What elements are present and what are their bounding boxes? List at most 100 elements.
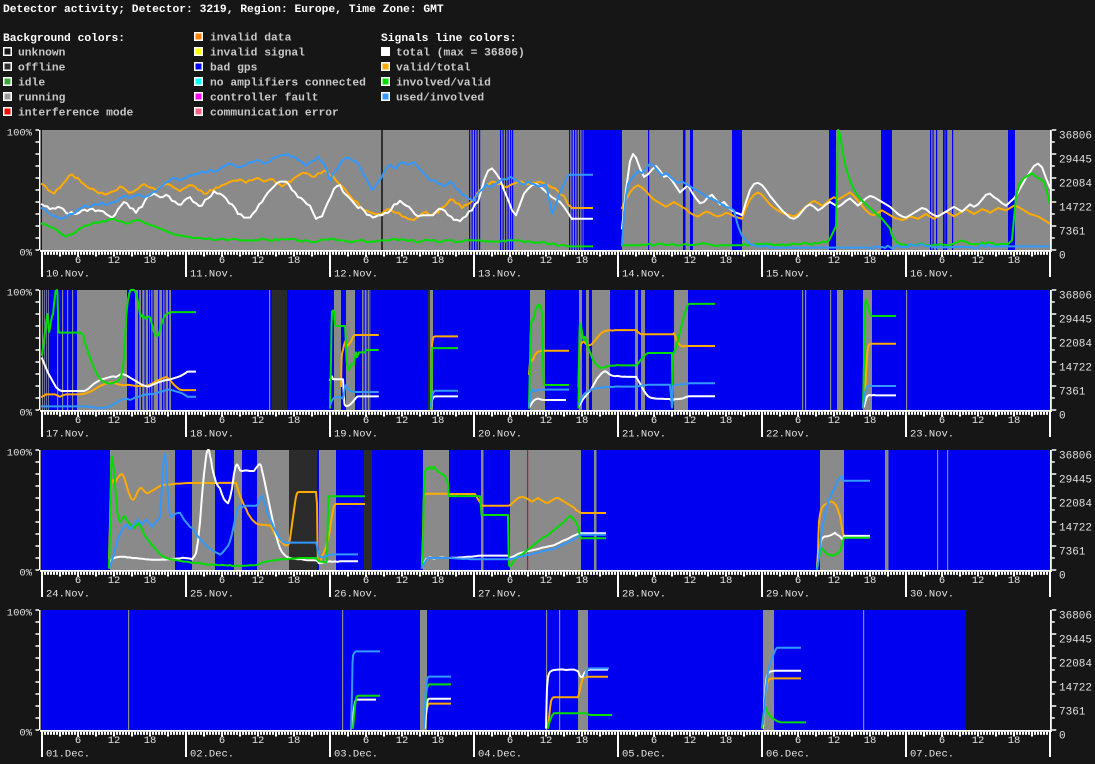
svg-text:10.Nov.: 10.Nov.	[46, 269, 90, 281]
svg-text:bad gps: bad gps	[210, 63, 258, 75]
svg-text:0%: 0%	[19, 728, 32, 740]
svg-text:12.Nov.: 12.Nov.	[334, 269, 378, 281]
svg-text:Background colors:: Background colors:	[3, 33, 125, 45]
svg-text:18: 18	[720, 575, 733, 587]
svg-text:12: 12	[828, 735, 841, 747]
svg-text:13.Nov.: 13.Nov.	[478, 269, 522, 281]
svg-text:Signals line colors:: Signals line colors:	[381, 33, 517, 45]
svg-text:18: 18	[1008, 255, 1021, 267]
svg-text:7361: 7361	[1059, 387, 1086, 399]
svg-text:18: 18	[1008, 735, 1021, 747]
svg-text:12: 12	[540, 735, 553, 747]
svg-text:6: 6	[795, 415, 801, 427]
svg-text:7361: 7361	[1059, 227, 1086, 239]
svg-text:involved/valid: involved/valid	[396, 78, 491, 90]
svg-text:12: 12	[396, 575, 409, 587]
svg-text:6: 6	[795, 735, 801, 747]
svg-text:Detector activity; Detector: 3: Detector activity; Detector: 3219, Regio…	[3, 4, 444, 16]
svg-text:12: 12	[252, 575, 265, 587]
svg-text:18: 18	[432, 255, 445, 267]
svg-text:14722: 14722	[1059, 363, 1092, 375]
svg-text:100%: 100%	[7, 288, 33, 300]
svg-text:used/involved: used/involved	[396, 93, 484, 105]
svg-text:no amplifiers connected: no amplifiers connected	[210, 78, 366, 90]
svg-text:07.Dec.: 07.Dec.	[910, 749, 954, 761]
svg-text:7361: 7361	[1059, 547, 1086, 559]
svg-text:invalid data: invalid data	[210, 33, 292, 45]
svg-text:16.Nov.: 16.Nov.	[910, 269, 954, 281]
svg-text:6: 6	[75, 735, 81, 747]
svg-text:29445: 29445	[1059, 475, 1092, 487]
svg-text:12: 12	[684, 255, 697, 267]
svg-text:19.Nov.: 19.Nov.	[334, 429, 378, 441]
svg-text:22084: 22084	[1059, 339, 1092, 351]
svg-text:18: 18	[144, 735, 157, 747]
svg-text:6: 6	[363, 575, 369, 587]
svg-text:12: 12	[396, 735, 409, 747]
svg-text:14722: 14722	[1059, 683, 1092, 695]
svg-text:05.Dec.: 05.Dec.	[622, 749, 666, 761]
svg-text:18.Nov.: 18.Nov.	[190, 429, 234, 441]
svg-text:18: 18	[288, 255, 301, 267]
svg-text:12: 12	[684, 575, 697, 587]
svg-text:22084: 22084	[1059, 179, 1092, 191]
svg-text:12: 12	[828, 575, 841, 587]
svg-text:36806: 36806	[1059, 451, 1092, 463]
svg-text:18: 18	[864, 575, 877, 587]
svg-text:12: 12	[252, 735, 265, 747]
svg-text:12: 12	[252, 415, 265, 427]
svg-text:29445: 29445	[1059, 635, 1092, 647]
svg-text:18: 18	[576, 575, 589, 587]
svg-text:communication error: communication error	[210, 108, 339, 120]
svg-text:12: 12	[828, 255, 841, 267]
svg-text:22084: 22084	[1059, 499, 1092, 511]
svg-text:unknown: unknown	[18, 48, 66, 60]
svg-text:100%: 100%	[7, 448, 33, 460]
svg-text:27.Nov.: 27.Nov.	[478, 589, 522, 601]
svg-text:valid/total: valid/total	[396, 63, 471, 75]
svg-text:29445: 29445	[1059, 315, 1092, 327]
svg-text:21.Nov.: 21.Nov.	[622, 429, 666, 441]
svg-text:23.Nov.: 23.Nov.	[910, 429, 954, 441]
svg-text:6: 6	[651, 255, 657, 267]
svg-text:offline: offline	[18, 63, 66, 75]
svg-text:28.Nov.: 28.Nov.	[622, 589, 666, 601]
svg-text:12: 12	[972, 735, 985, 747]
svg-text:6: 6	[507, 255, 513, 267]
svg-text:6: 6	[939, 735, 945, 747]
svg-text:14722: 14722	[1059, 523, 1092, 535]
svg-text:18: 18	[720, 255, 733, 267]
svg-text:12: 12	[972, 255, 985, 267]
svg-text:6: 6	[939, 415, 945, 427]
svg-text:total (max = 36806): total (max = 36806)	[396, 48, 525, 60]
svg-text:29445: 29445	[1059, 155, 1092, 167]
svg-text:6: 6	[507, 735, 513, 747]
svg-text:30.Nov.: 30.Nov.	[910, 589, 954, 601]
svg-text:18: 18	[576, 735, 589, 747]
svg-text:18: 18	[864, 255, 877, 267]
svg-text:18: 18	[144, 255, 157, 267]
svg-text:18: 18	[1008, 415, 1021, 427]
svg-text:6: 6	[363, 735, 369, 747]
svg-text:36806: 36806	[1059, 131, 1092, 143]
svg-text:11.Nov.: 11.Nov.	[190, 269, 234, 281]
svg-text:6: 6	[75, 415, 81, 427]
svg-text:18: 18	[288, 415, 301, 427]
svg-text:29.Nov.: 29.Nov.	[766, 589, 810, 601]
svg-text:12: 12	[972, 415, 985, 427]
svg-text:12: 12	[540, 415, 553, 427]
svg-text:12: 12	[396, 255, 409, 267]
svg-text:12: 12	[252, 255, 265, 267]
svg-text:12: 12	[108, 415, 121, 427]
svg-text:18: 18	[1008, 575, 1021, 587]
svg-text:36806: 36806	[1059, 611, 1092, 623]
svg-text:6: 6	[363, 255, 369, 267]
svg-text:0: 0	[1059, 411, 1066, 423]
svg-text:6: 6	[507, 415, 513, 427]
svg-text:6: 6	[507, 575, 513, 587]
svg-text:6: 6	[75, 575, 81, 587]
svg-text:0%: 0%	[19, 248, 32, 260]
svg-text:12: 12	[828, 415, 841, 427]
svg-text:04.Dec.: 04.Dec.	[478, 749, 522, 761]
svg-text:0: 0	[1059, 731, 1066, 743]
